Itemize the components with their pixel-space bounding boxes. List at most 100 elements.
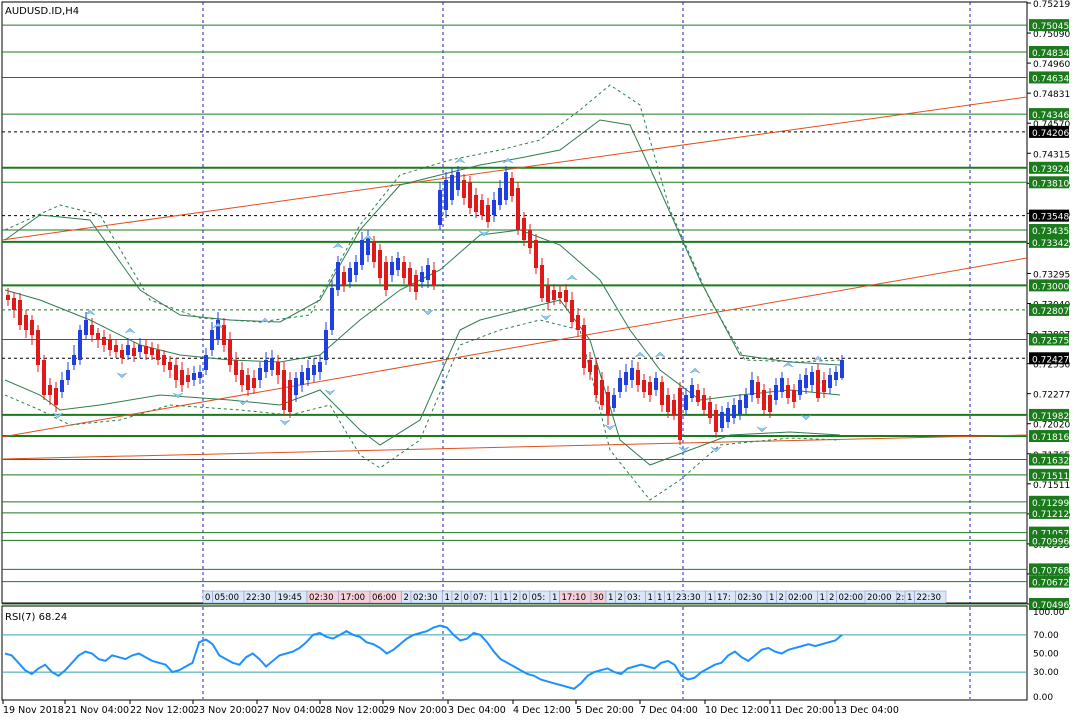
candle-body [18,300,22,325]
level-price-label: 0.73000 [1032,282,1069,292]
candle-body [672,400,676,415]
fractal-down-arrow [237,399,249,406]
candle-body [756,382,760,398]
candle-body [96,333,100,340]
candle-body [720,412,724,428]
fractal-up-arrow [454,157,466,164]
candle-body [708,402,712,418]
candle-body [186,375,190,382]
candle-body [300,372,304,385]
fractal-up-arrow [634,351,646,358]
candle-body [54,388,58,405]
level-price-box [1029,108,1069,121]
session-label: 22:30 [246,593,271,603]
candle-body [726,408,730,422]
candle-body [180,370,184,385]
candle-body [138,345,142,352]
fractal-up-arrow [566,274,578,281]
level-price-label: 0.70996 [1032,537,1069,547]
price-tick-label: 0.74960 [1033,60,1070,70]
candle-body [528,230,532,248]
candle-body [150,348,154,355]
candle-body [702,395,706,410]
level-price-box [1029,598,1069,610]
candle-body [120,350,124,358]
price-axis: 0.752190.750900.749600.748310.745700.743… [1027,0,1070,611]
candle-body [12,298,16,310]
time-label: 10 Dec 12:00 [705,705,769,716]
session-label: 05:00 [215,593,240,603]
level-price-box [1029,430,1069,443]
session-label: 0 [464,593,469,603]
candle-body [840,360,844,378]
bb-upper-outer [4,84,841,363]
candle-body [66,370,70,380]
candle-body [162,355,166,365]
candle-body [636,370,640,385]
session-label: 2 [618,593,623,603]
candle-body [6,295,10,300]
level-price-label: 0.74206 [1032,129,1069,139]
fractal-up-arrow [654,351,666,358]
candle-body [582,325,586,368]
session-label: 02:30 [738,593,763,603]
level-price-label: 0.74834 [1032,49,1069,59]
level-price-label: 0.74346 [1032,111,1069,121]
time-label: 13 Dec 04:00 [835,705,899,716]
candle-body [498,188,502,205]
fractal-down-arrow [172,392,184,399]
candle-body [132,348,136,356]
candle-body [822,380,826,392]
candle-body [780,378,784,392]
level-price-label: 0.71212 [1032,510,1069,520]
candle-body [456,172,460,190]
fractal-down-arrow [422,309,434,316]
level-price-box [1029,575,1069,588]
level-price-box [1029,71,1069,84]
level-price-box [1029,45,1069,58]
bb-lower-outer [4,319,841,501]
candle-body [792,390,796,402]
trend-line [1,434,1028,460]
fractal-down-arrow [116,372,128,379]
horizontal-levels [2,24,1027,605]
level-price-box [1029,235,1069,248]
level-price-box [1029,19,1069,32]
price-tick-label: 0.74315 [1033,150,1070,160]
candle-body [804,375,808,388]
fractal-down-arrow [52,412,64,419]
session-label: 2 [454,593,459,603]
candle-body [774,385,778,400]
time-label: 4 Dec 12:00 [513,705,571,716]
session-time-strip: 0 05:00 22:30 19:45 02:30 17:00 06:00 2 02:30 1 2 0… [202,590,947,604]
fractal-down-arrow [800,414,812,421]
candle-body [474,195,478,212]
level-price-box [1029,408,1069,421]
fractal-down-arrow [478,230,490,237]
candle-body [84,320,88,335]
time-label: 29 Nov 20:00 [383,705,447,716]
price-tick-label: 0.71511 [1033,481,1070,491]
candle-body [342,272,346,285]
trend-line [1,257,1028,438]
level-price-label: 0.73810 [1032,179,1069,189]
bb-lower [4,299,841,466]
session-label: 1 [667,593,672,603]
rsi-axis-label: 0.00 [1033,693,1053,703]
candle-body [402,262,406,278]
level-price-box [1029,209,1069,222]
session-label: 30 [593,593,604,603]
session-label: 2 [829,593,834,603]
session-label: 1 [907,593,912,603]
candle-body [522,218,526,240]
level-price-box [1029,125,1069,138]
candle-body [834,372,838,380]
candle-body [222,325,226,345]
level-price-label: 0.71816 [1032,433,1069,443]
candle-body [294,378,298,395]
session-label: 17:00 [341,593,366,603]
rsi-frame [1,605,1028,701]
level-price-box [1029,506,1069,519]
